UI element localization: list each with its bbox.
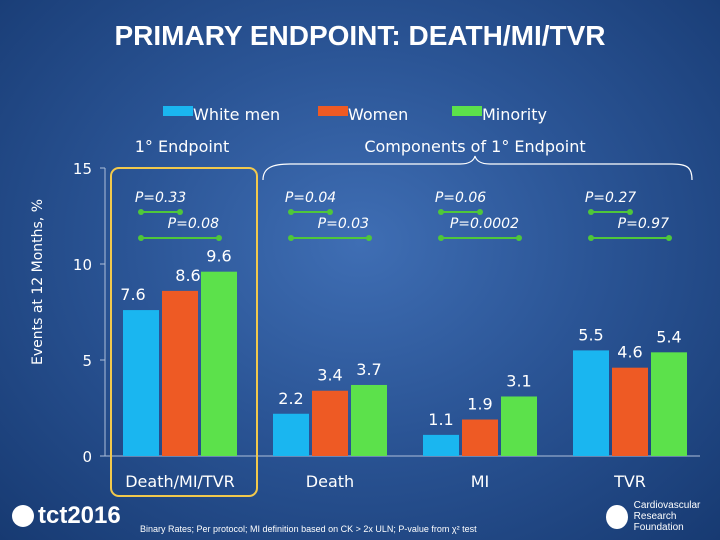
slide-title: PRIMARY ENDPOINT: DEATH/MI/TVR — [114, 20, 606, 51]
bar-value-label: 4.6 — [617, 343, 642, 362]
legend-swatch — [163, 106, 193, 116]
bar-value-label: 8.6 — [175, 266, 200, 285]
footnote: Binary Rates; Per protocol; MI definitio… — [140, 524, 477, 534]
crf-logo: Cardiovascular Research Foundation — [606, 500, 720, 533]
bar-value-label: 5.4 — [656, 327, 681, 346]
x-category-label: Death/MI/TVR — [125, 472, 235, 491]
pvalue-endpoint — [366, 235, 372, 241]
pvalue-endpoint — [477, 209, 483, 215]
bar-value-label: 9.6 — [206, 247, 231, 266]
components-header: Components of 1° Endpoint — [364, 137, 585, 156]
pvalue-endpoint — [288, 235, 294, 241]
legend-label: Women — [348, 105, 408, 124]
y-tick-label: 5 — [82, 352, 92, 370]
bar-value-label: 7.6 — [120, 285, 145, 304]
y-tick-label: 15 — [73, 160, 92, 178]
pvalue-endpoint — [516, 235, 522, 241]
y-tick-label: 0 — [82, 448, 92, 466]
crf-logo-line-2: Research Foundation — [633, 511, 684, 533]
bar-value-label: 5.5 — [578, 325, 603, 344]
bar-value-label: 3.4 — [317, 366, 342, 385]
pvalue-label: P=0.0002 — [450, 216, 519, 232]
pvalue-endpoint — [288, 209, 294, 215]
pvalue-endpoint — [666, 235, 672, 241]
pvalue-endpoint — [627, 209, 633, 215]
crf-logo-line-1: Cardiovascular — [633, 500, 701, 511]
pvalue-endpoint — [438, 235, 444, 241]
bar — [423, 434, 459, 456]
pvalue-label: P=0.27 — [585, 190, 636, 206]
bar-value-label: 1.9 — [467, 395, 492, 414]
pvalue-label: P=0.04 — [285, 190, 336, 206]
legend-swatch — [452, 106, 482, 116]
crf-logo-icon — [606, 504, 628, 529]
bar — [573, 350, 609, 456]
tct-logo: tct2016 — [12, 502, 121, 530]
pvalue-endpoint — [216, 235, 222, 241]
pvalue-endpoint — [177, 209, 183, 215]
pvalue-label: P=0.06 — [435, 190, 486, 206]
bar — [612, 367, 648, 456]
pvalue-label: P=0.03 — [318, 216, 369, 232]
bar-value-label: 2.2 — [278, 389, 303, 408]
bar-value-label: 1.1 — [428, 410, 453, 429]
bar — [273, 413, 309, 456]
legend-swatch — [318, 106, 348, 116]
y-tick-label: 10 — [73, 256, 92, 274]
bar — [651, 352, 687, 456]
primary-endpoint-header: 1° Endpoint — [135, 137, 229, 156]
pvalue-label: P=0.08 — [168, 216, 219, 232]
bar — [351, 384, 387, 456]
bar — [201, 271, 237, 456]
bar — [462, 419, 498, 456]
tct-logo-icon — [12, 505, 34, 527]
x-category-label: TVR — [613, 472, 646, 491]
bar — [312, 390, 348, 456]
components-brace — [262, 155, 693, 181]
y-axis-label: Events at 12 Months, % — [30, 199, 46, 365]
legend-label: Minority — [482, 105, 547, 124]
pvalue-endpoint — [138, 209, 144, 215]
primary-endpoint-highlight — [110, 167, 258, 497]
pvalue-label: P=0.97 — [618, 216, 669, 232]
pvalue-endpoint — [588, 235, 594, 241]
bar — [162, 290, 198, 456]
bar — [501, 396, 537, 456]
bar-value-label: 3.7 — [356, 360, 381, 379]
pvalue-endpoint — [138, 235, 144, 241]
tct-logo-text: tct2016 — [38, 502, 121, 529]
bar-value-label: 3.1 — [506, 371, 531, 390]
x-category-label: Death — [306, 472, 354, 491]
bar — [123, 310, 159, 456]
pvalue-label: P=0.33 — [135, 190, 186, 206]
pvalue-endpoint — [327, 209, 333, 215]
x-category-label: MI — [471, 472, 490, 491]
pvalue-endpoint — [438, 209, 444, 215]
pvalue-endpoint — [588, 209, 594, 215]
legend-label: White men — [193, 105, 280, 124]
